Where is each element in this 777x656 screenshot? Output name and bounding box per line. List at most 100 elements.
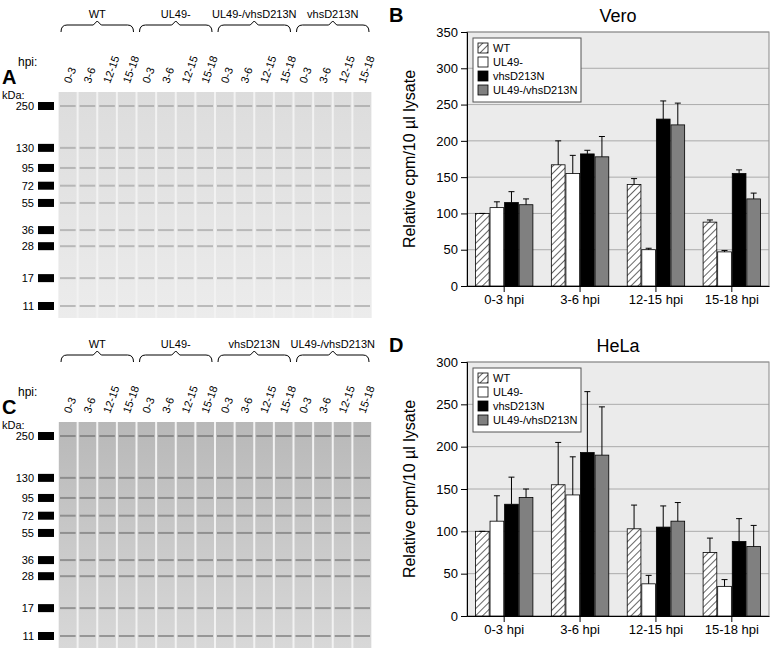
bar	[732, 174, 746, 286]
lane-label: 0-3	[140, 396, 157, 415]
x-tick-label: 3-6 hpi	[560, 292, 600, 307]
panel-label: D	[389, 334, 403, 356]
error-cap	[555, 140, 561, 141]
gel-band	[237, 245, 253, 247]
gel-band	[99, 229, 115, 231]
gel-band	[119, 607, 135, 609]
gel-band	[296, 202, 312, 204]
gel-band	[335, 147, 351, 149]
gel-band	[60, 559, 76, 561]
gel-band	[178, 575, 194, 577]
gel-lane	[275, 92, 293, 318]
lane-label: 0-3	[218, 396, 235, 415]
gel-band	[178, 497, 194, 499]
marker-label: 55	[22, 527, 34, 539]
legend-label: vhsD213N	[493, 70, 544, 82]
grid-line	[467, 32, 769, 33]
gel-band	[315, 635, 331, 637]
gel-band	[335, 185, 351, 187]
plot-background	[467, 32, 769, 286]
error-stem	[634, 505, 635, 529]
group-label: vhsD213N	[307, 8, 358, 20]
bar	[566, 495, 580, 616]
marker-block	[38, 556, 54, 564]
gel-band	[119, 185, 135, 187]
gel-band	[80, 202, 96, 204]
gel-band	[139, 167, 155, 169]
gel-band	[354, 277, 370, 279]
bar	[566, 174, 580, 286]
gel-band	[80, 497, 96, 499]
group-brace	[218, 21, 291, 32]
gel-band	[276, 477, 292, 479]
hpi-label: hpi:	[18, 55, 37, 69]
y-tick: 200	[436, 134, 467, 149]
x-tick-label: 0-3 hpi	[484, 622, 524, 637]
gel-band	[139, 575, 155, 577]
gel-band	[197, 245, 213, 247]
bar	[580, 453, 594, 616]
y-tick-mark	[461, 574, 467, 575]
gel-band	[178, 277, 194, 279]
gel-band	[256, 477, 272, 479]
marker-label: 72	[22, 180, 34, 192]
gel-band	[178, 607, 194, 609]
gel-band	[99, 305, 115, 307]
marker-block	[38, 199, 54, 207]
y-tick-label: 200	[436, 134, 458, 149]
gel-band	[335, 167, 351, 169]
gel-band	[237, 575, 253, 577]
error-cap	[523, 198, 529, 199]
marker-label: 130	[16, 142, 34, 154]
gel-lane	[157, 422, 175, 648]
gel-band	[256, 185, 272, 187]
gel-band	[60, 229, 76, 231]
gel-band	[296, 515, 312, 517]
gel-band	[139, 497, 155, 499]
y-tick: 0	[451, 279, 467, 294]
gel-band	[119, 245, 135, 247]
gel-band	[139, 185, 155, 187]
gel-band	[237, 559, 253, 561]
gel-band	[276, 559, 292, 561]
bar	[580, 154, 594, 286]
y-tick: 100	[436, 524, 467, 539]
error-cap	[599, 406, 605, 407]
marker-label: 11	[23, 300, 34, 312]
y-axis: 050100150200250300350	[436, 25, 467, 294]
gel-band	[276, 185, 292, 187]
gel-band	[119, 147, 135, 149]
gel-band	[296, 607, 312, 609]
gel-band	[80, 435, 96, 437]
x-tick-label: 12-15 hpi	[629, 292, 683, 307]
y-axis-title: Relative cpm/10 µl lysate	[401, 400, 418, 578]
marker-block	[38, 572, 54, 580]
gel-band	[354, 435, 370, 437]
legend: WTUL49-vhsD213NUL49-/vhsD213N	[473, 368, 581, 432]
group-brace	[297, 351, 370, 362]
grid-line	[467, 489, 769, 490]
x-axis-line	[468, 616, 770, 617]
gel-lane	[79, 422, 97, 648]
gel-lane	[98, 422, 116, 648]
error-bar	[494, 496, 500, 521]
x-tick-mark	[655, 616, 656, 622]
gel-band	[335, 245, 351, 247]
legend-box	[473, 368, 581, 432]
gel-band	[139, 435, 155, 437]
gel-band	[315, 435, 331, 437]
error-cap	[660, 100, 666, 101]
error-cap	[570, 456, 576, 457]
gel-band	[99, 497, 115, 499]
gel-band	[119, 305, 135, 307]
gel-band	[354, 515, 370, 517]
y-tick-label: 100	[436, 524, 458, 539]
gel-band	[315, 477, 331, 479]
marker-label: 250	[16, 100, 34, 112]
gel-band	[99, 515, 115, 517]
legend-swatch	[478, 415, 488, 425]
lane-label: 15-18	[277, 54, 298, 85]
x-tick: 3-6 hpi	[560, 616, 600, 637]
gel-band	[315, 167, 331, 169]
panel-label: B	[389, 4, 403, 26]
